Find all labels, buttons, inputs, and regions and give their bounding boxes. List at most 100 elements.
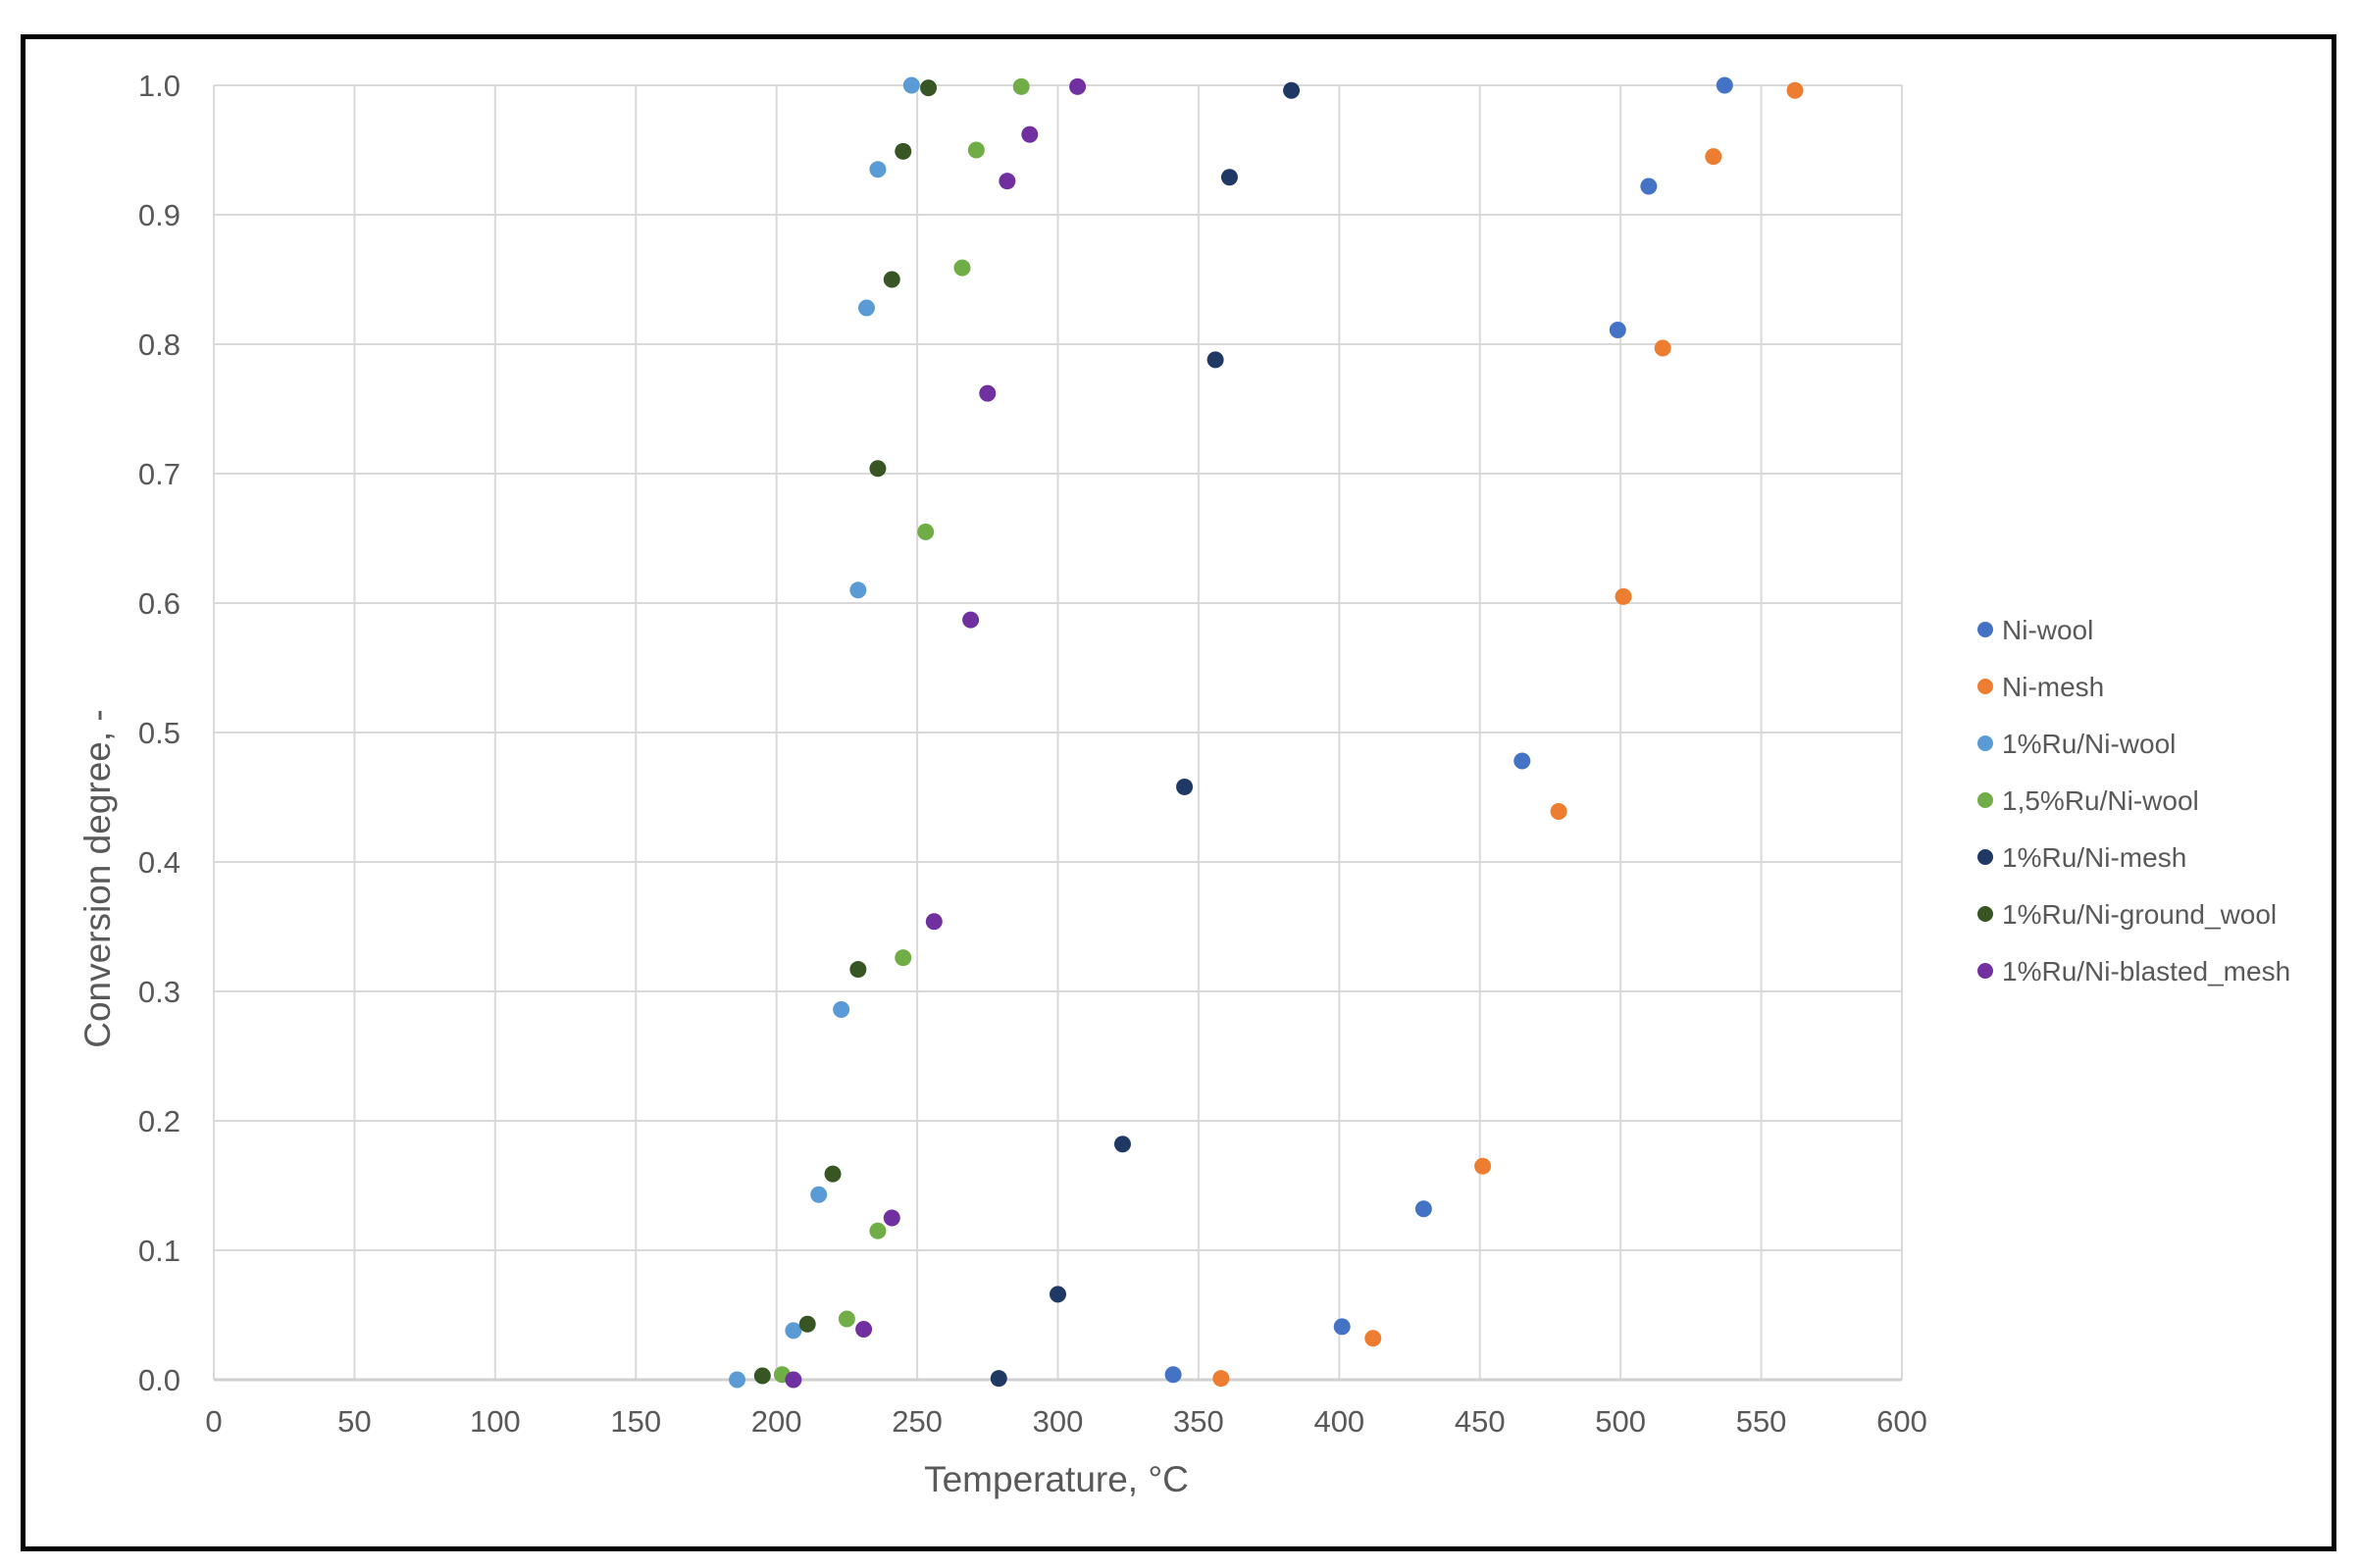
x-tick-label: 350	[1173, 1404, 1224, 1439]
data-point	[999, 173, 1016, 190]
data-point	[1113, 1136, 1131, 1153]
data-point	[1021, 126, 1039, 143]
legend-marker	[1977, 622, 1993, 637]
data-point	[920, 79, 938, 97]
data-point	[1206, 351, 1224, 369]
data-point	[849, 961, 867, 979]
data-point	[895, 949, 912, 967]
tick-labels: 0 50 100 150 200 250 300 350 400 450 500 550 600 0.0 0…	[138, 69, 1927, 1439]
data-point	[1212, 1370, 1230, 1388]
x-tick-label: 0	[205, 1404, 222, 1439]
y-tick-label: 0.4	[138, 845, 180, 880]
data-point	[1176, 778, 1194, 795]
legend-label: Ni-mesh	[2002, 672, 2104, 702]
data-point	[1414, 1200, 1432, 1218]
legend-label: 1%Ru/Ni-ground_wool	[2002, 899, 2277, 930]
data-point	[1705, 148, 1722, 166]
data-point	[962, 611, 980, 629]
data-point	[824, 1165, 842, 1183]
x-tick-label: 400	[1313, 1404, 1364, 1439]
scatter-chart: 0 50 100 150 200 250 300 350 400 450 500 550 600 0.0 0…	[26, 39, 2332, 1546]
data-point	[857, 299, 875, 317]
data-point	[1012, 77, 1030, 95]
data-point	[869, 161, 887, 178]
x-tick-label: 300	[1033, 1404, 1084, 1439]
data-point	[1786, 81, 1804, 99]
data-point	[869, 460, 887, 478]
x-tick-label: 100	[470, 1404, 521, 1439]
data-point	[849, 582, 867, 599]
data-point	[1283, 81, 1301, 99]
data-point	[1609, 321, 1626, 338]
y-tick-label: 0.7	[138, 457, 180, 491]
chart-background	[26, 39, 2332, 1546]
legend-marker	[1977, 906, 1993, 922]
legend-marker	[1977, 735, 1993, 751]
x-axis-title: Temperature, °C	[924, 1459, 1189, 1499]
data-point	[1050, 1286, 1066, 1303]
data-point	[1654, 339, 1671, 357]
data-point	[1716, 76, 1733, 94]
data-point	[967, 141, 985, 159]
data-point	[798, 1315, 816, 1333]
legend-label: 1%Ru/Ni-wool	[2002, 729, 2176, 759]
data-point	[917, 523, 935, 540]
x-tick-label: 450	[1455, 1404, 1506, 1439]
data-point	[895, 142, 912, 160]
data-point	[1364, 1330, 1382, 1347]
data-point	[1474, 1157, 1492, 1175]
x-tick-label: 550	[1736, 1404, 1787, 1439]
legend: Ni-wool Ni-mesh 1%Ru/Ni-wool 1,5%Ru/Ni-wool…	[1977, 615, 2290, 986]
data-point	[953, 259, 971, 277]
y-tick-label: 0.5	[138, 716, 180, 750]
y-tick-label: 0.6	[138, 586, 180, 621]
data-point	[1513, 752, 1531, 770]
data-point	[753, 1367, 771, 1385]
legend-marker	[1977, 679, 1993, 694]
data-point	[869, 1222, 887, 1239]
data-point	[855, 1321, 873, 1339]
data-points	[729, 76, 1804, 1389]
legend-marker	[1977, 963, 1993, 979]
legend-marker	[1977, 792, 1993, 808]
data-point	[979, 384, 997, 402]
data-point	[990, 1370, 1007, 1388]
x-tick-label: 50	[337, 1404, 371, 1439]
x-tick-label: 500	[1595, 1404, 1646, 1439]
legend-label: Ni-wool	[2002, 615, 2093, 645]
data-point	[785, 1371, 802, 1389]
data-point	[1333, 1318, 1351, 1336]
data-point	[1550, 803, 1567, 821]
data-point	[883, 271, 900, 288]
data-point	[838, 1310, 855, 1328]
data-point	[833, 1000, 850, 1018]
data-point	[785, 1322, 802, 1340]
data-point	[1069, 77, 1087, 95]
legend-label: 1%Ru/Ni-mesh	[2002, 842, 2186, 873]
legend-label: 1%Ru/Ni-blasted_mesh	[2002, 956, 2290, 986]
data-point	[1615, 587, 1632, 605]
y-tick-label: 0.9	[138, 198, 180, 232]
data-point	[925, 913, 943, 931]
x-tick-label: 600	[1876, 1404, 1927, 1439]
y-tick-label: 0.2	[138, 1104, 180, 1138]
y-tick-label: 0.8	[138, 328, 180, 362]
data-point	[902, 76, 920, 94]
data-point	[1220, 169, 1238, 186]
chart-frame: 0 50 100 150 200 250 300 350 400 450 500 550 600 0.0 0…	[21, 34, 2336, 1551]
legend-label: 1,5%Ru/Ni-wool	[2002, 785, 2199, 816]
y-tick-label: 1.0	[138, 69, 180, 103]
y-tick-label: 0.3	[138, 975, 180, 1009]
y-axis-title: Conversion degree, -	[77, 709, 118, 1048]
x-tick-label: 150	[610, 1404, 661, 1439]
x-tick-label: 250	[892, 1404, 943, 1439]
data-point	[883, 1209, 900, 1227]
y-tick-label: 0.0	[138, 1363, 180, 1397]
x-tick-label: 200	[751, 1404, 802, 1439]
data-point	[1164, 1366, 1182, 1384]
data-point	[810, 1186, 828, 1203]
legend-marker	[1977, 849, 1993, 865]
data-point	[1640, 177, 1658, 195]
data-point	[729, 1371, 746, 1389]
y-tick-label: 0.1	[138, 1234, 180, 1268]
